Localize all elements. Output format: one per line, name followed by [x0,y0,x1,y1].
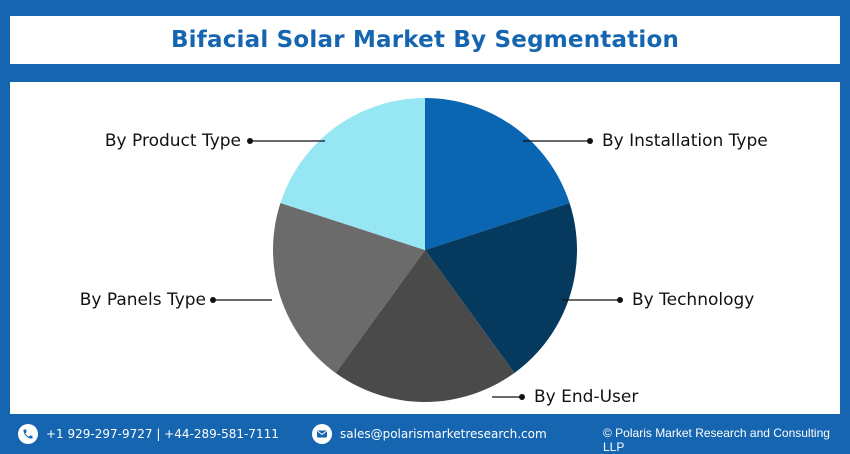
phone-icon [18,424,38,444]
chart-panel: By Installation Type By Technology By End-… [10,82,840,414]
slice-label: By End-User [534,387,638,407]
leader-dot [247,138,253,144]
slice-label: By Installation Type [602,131,768,151]
leader-dot [210,297,216,303]
leader-dot [519,394,525,400]
slice-label: By Product Type [105,131,241,151]
pie-slice [425,98,570,250]
footer: +1 929-297-9727 | +44-289-581-7111 sales… [0,418,850,454]
email-icon [312,424,332,444]
leader-dot [587,138,593,144]
pie-slice [280,98,425,250]
footer-phone: +1 929-297-9727 | +44-289-581-7111 [18,424,279,444]
footer-email: sales@polarismarketresearch.com [312,424,547,444]
pie-chart: By Installation Type By Technology By End-… [80,98,768,407]
leader-dot [617,297,623,303]
pie-slice [425,203,577,373]
slice-label: By Technology [632,290,754,310]
email-address[interactable]: sales@polarismarketresearch.com [340,427,547,441]
pie-slice [335,250,515,402]
phone-numbers[interactable]: +1 929-297-9727 | +44-289-581-7111 [46,427,279,441]
title-bar: Bifacial Solar Market By Segmentation [10,16,840,64]
pie-slice [273,203,425,373]
slice-label: By Panels Type [80,290,206,310]
page-title: Bifacial Solar Market By Segmentation [170,27,680,53]
